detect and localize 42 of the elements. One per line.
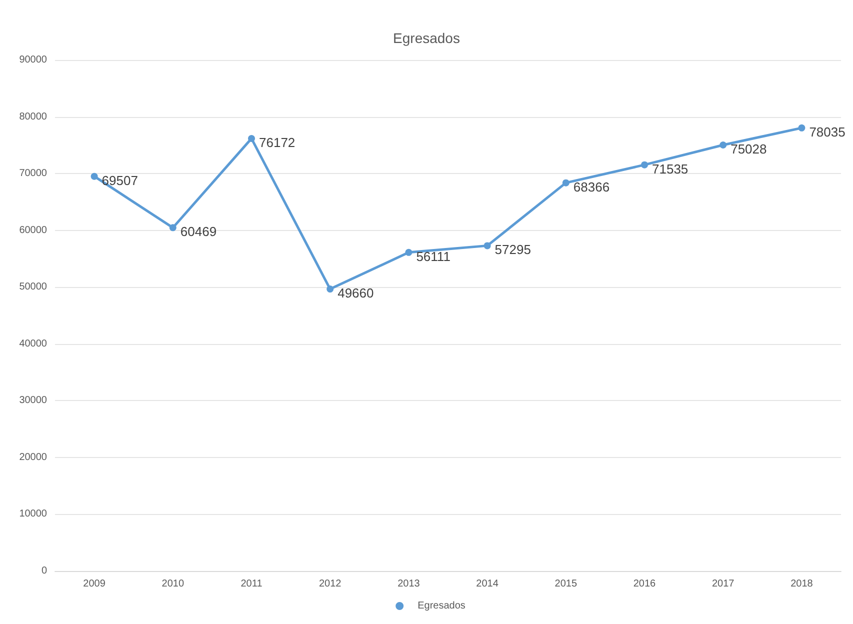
y-tick-label: 70000 xyxy=(19,168,48,180)
data-label: 75028 xyxy=(730,142,767,157)
x-tick-label: 2011 xyxy=(240,578,263,590)
data-label: 68366 xyxy=(573,179,610,194)
y-tick-label: 80000 xyxy=(19,111,48,122)
x-tick-label: 2009 xyxy=(83,578,106,590)
x-tick-label: 2018 xyxy=(790,578,814,590)
x-tick-label: 2015 xyxy=(554,578,578,590)
y-tick-label: 60000 xyxy=(19,224,48,236)
data-label: 49660 xyxy=(338,286,374,301)
y-tick-label: 50000 xyxy=(19,282,48,293)
x-tick-label: 2012 xyxy=(318,578,342,590)
x-tick-label: 2013 xyxy=(398,578,420,590)
data-label: 57295 xyxy=(494,242,531,258)
chart-title: Egresados xyxy=(393,30,460,46)
data-label: 78035 xyxy=(809,124,846,140)
x-tick-label: 2010 xyxy=(162,578,184,590)
y-tick-label: 10000 xyxy=(19,508,48,520)
data-label: 69507 xyxy=(102,172,138,188)
point xyxy=(720,142,727,149)
data-label: 60469 xyxy=(180,224,217,240)
data-label: 56111 xyxy=(416,248,450,264)
point xyxy=(90,172,98,180)
x-tick-label: 2017 xyxy=(712,578,735,590)
point xyxy=(484,242,491,250)
x-tick-label: 2014 xyxy=(476,578,499,590)
point xyxy=(798,124,806,132)
legend-label: Egresados xyxy=(418,600,466,612)
y-tick-label: 40000 xyxy=(19,338,48,350)
y-tick-label: 20000 xyxy=(19,452,48,463)
x-tick-label: 2016 xyxy=(633,578,656,590)
point xyxy=(562,179,570,186)
point xyxy=(169,224,176,232)
y-tick-label: 30000 xyxy=(19,395,48,406)
point xyxy=(248,135,255,142)
point xyxy=(641,161,648,168)
y-tick-label: 90000 xyxy=(19,54,48,66)
point xyxy=(326,286,334,293)
data-label: 71535 xyxy=(652,161,688,176)
y-tick-label: 0 xyxy=(41,566,48,576)
data-label: 76172 xyxy=(259,135,296,150)
point xyxy=(405,248,412,256)
